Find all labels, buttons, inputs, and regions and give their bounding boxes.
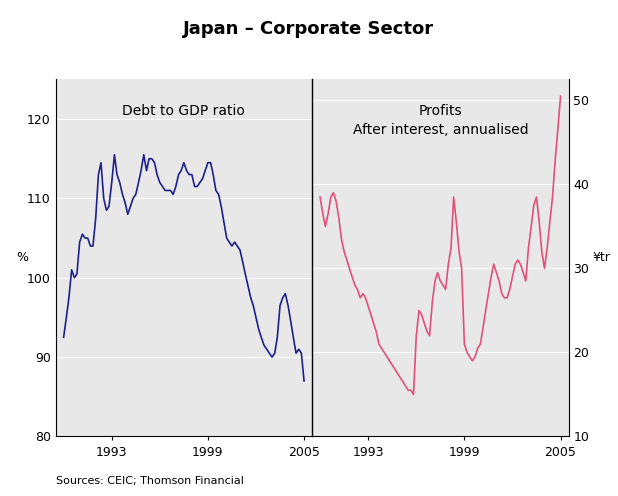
Text: Profits
After interest, annualised: Profits After interest, annualised (352, 104, 528, 137)
Text: Debt to GDP ratio: Debt to GDP ratio (122, 104, 245, 119)
Text: Sources: CEIC; Thomson Financial: Sources: CEIC; Thomson Financial (56, 476, 243, 486)
Text: %: % (16, 251, 28, 264)
Text: ¥tr: ¥tr (593, 251, 611, 264)
Text: Japan – Corporate Sector: Japan – Corporate Sector (184, 20, 434, 38)
